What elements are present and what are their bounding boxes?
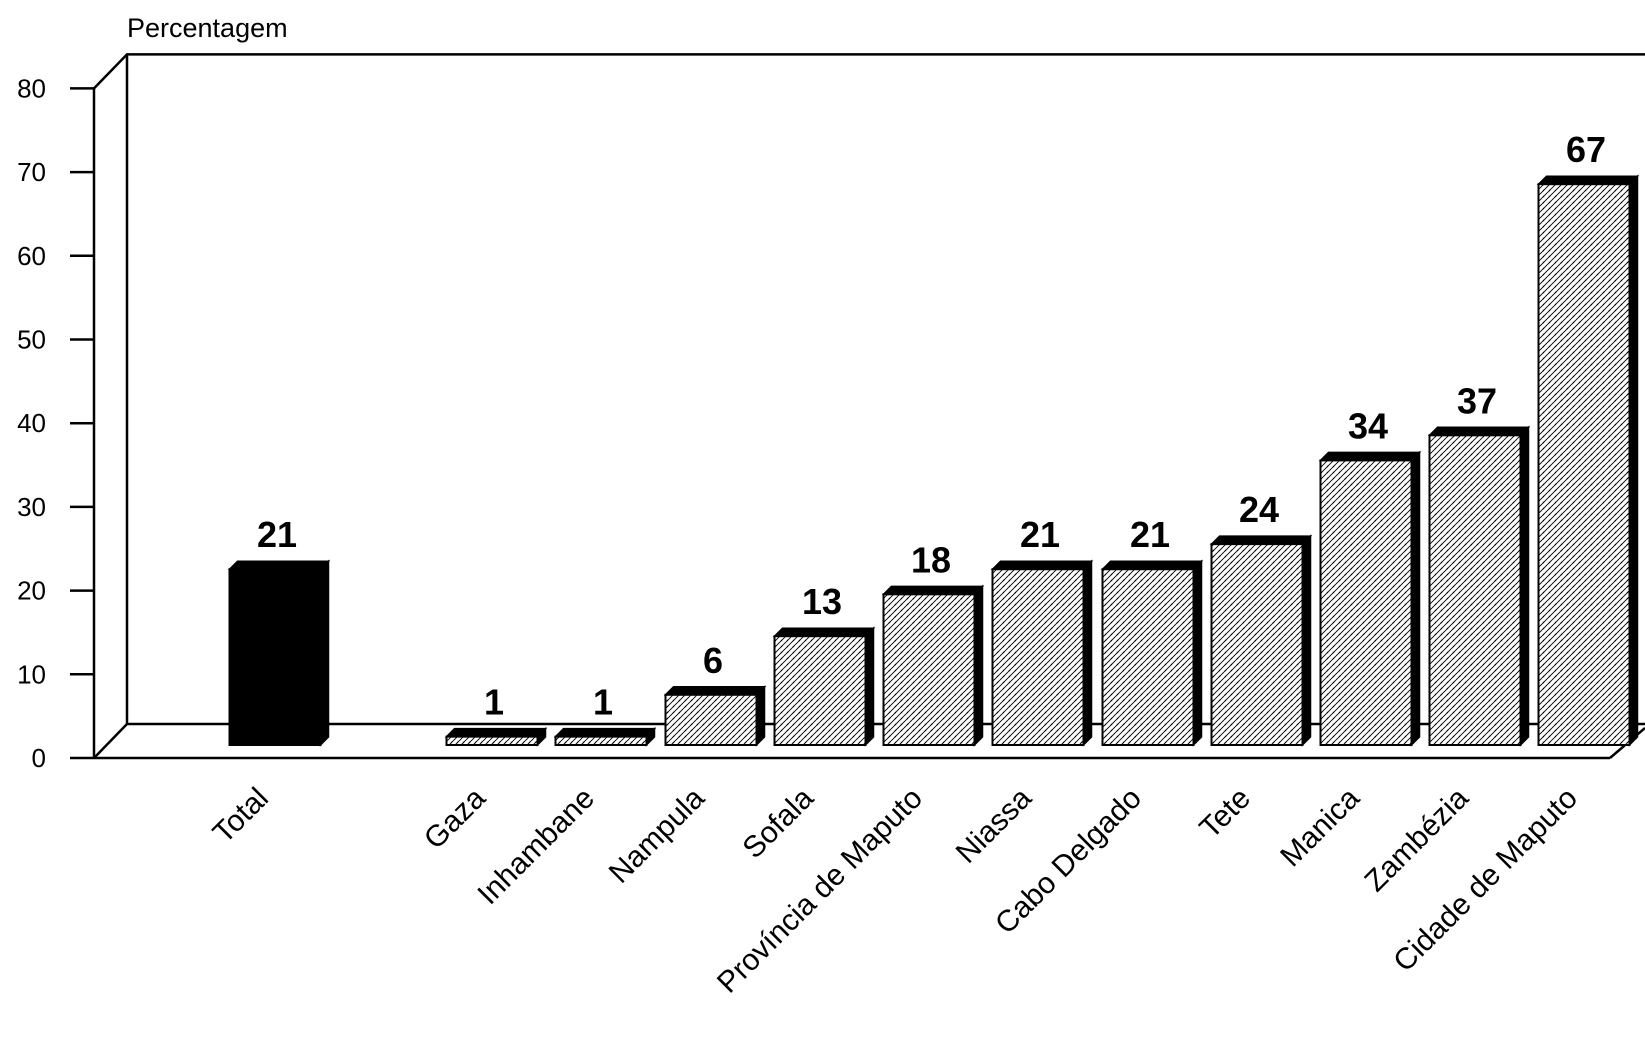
y-tick-label-50: 50	[17, 325, 46, 355]
bar-front-face	[445, 735, 539, 747]
bar-nampula	[663, 684, 767, 747]
value-label: 21	[257, 514, 297, 555]
value-label: 18	[911, 539, 951, 580]
bar-niassa	[990, 559, 1094, 747]
bar-front-face	[1101, 568, 1195, 746]
bar-top-face	[772, 627, 876, 637]
bar-front-face	[1210, 543, 1304, 746]
category-label: Zambézia	[1358, 781, 1475, 898]
y-tick-label-70: 70	[17, 157, 46, 187]
y-axis: 0 10 20 30 40 50 60 70 80	[17, 73, 96, 773]
bar-top-face	[1536, 175, 1640, 185]
bar-top-face	[444, 727, 548, 738]
bar-front-face	[1428, 434, 1522, 746]
category-label: Nampula	[603, 781, 711, 889]
bar-top-face	[881, 585, 985, 596]
bar-sofala	[772, 626, 876, 747]
category-label: Cidade de Maputo	[1387, 782, 1584, 979]
bar-província-de-maputo	[881, 584, 985, 747]
category-label: Inhambane	[471, 782, 600, 911]
value-labels-group: 21 1 1 6 13 18 21 21 24 34 37 67	[257, 129, 1606, 722]
value-label: 37	[1457, 380, 1497, 421]
bar-top-face	[1427, 426, 1531, 437]
bar-cabo-delgado	[1100, 559, 1204, 747]
value-label: 24	[1239, 489, 1279, 530]
value-label: 34	[1348, 405, 1388, 446]
floor-left-edge	[93, 723, 128, 759]
category-label: Manica	[1274, 781, 1366, 873]
bar-tete	[1209, 534, 1313, 747]
bar-top-face	[553, 727, 657, 738]
bars-group	[227, 174, 1640, 747]
value-label: 1	[593, 682, 613, 723]
bar-top-face	[1209, 535, 1313, 545]
y-tick-label-10: 10	[17, 659, 46, 689]
y-tick-label-40: 40	[17, 408, 46, 438]
bar-side-face	[864, 626, 875, 747]
bar-cidade-de-maputo	[1536, 174, 1640, 747]
value-label: 67	[1566, 129, 1606, 170]
bar-front-face	[1319, 459, 1413, 746]
category-label: Província de Maputo	[711, 782, 929, 1000]
bar-total	[227, 559, 331, 747]
back-wall-top	[93, 53, 1645, 90]
category-label: Total	[207, 782, 275, 850]
bar-side-face	[1519, 425, 1530, 747]
y-tick-label-80: 80	[17, 73, 46, 103]
value-label: 21	[1130, 514, 1170, 555]
bar-manica	[1318, 450, 1422, 747]
bar-side-face	[1628, 174, 1639, 747]
bar-front-face	[228, 568, 322, 746]
value-label: 21	[1020, 514, 1060, 555]
bar-inhambane	[553, 726, 657, 747]
bar-front-face	[991, 568, 1085, 746]
bar-top-face	[227, 560, 331, 570]
category-label: Tete	[1194, 782, 1257, 845]
bar-side-face	[1082, 559, 1093, 747]
value-label: 1	[484, 682, 504, 723]
y-tick-label-0: 0	[32, 743, 46, 773]
bar-side-face	[755, 684, 766, 747]
y-tick-label-30: 30	[17, 492, 46, 522]
y-axis-label: Percentagem	[127, 13, 288, 43]
bar-side-face	[973, 584, 984, 747]
bar-gaza	[444, 726, 548, 747]
y-tick-label-60: 60	[17, 241, 46, 271]
bar-top-face	[663, 686, 767, 696]
bar-front-face	[554, 735, 648, 747]
bar-side-face	[1301, 534, 1312, 747]
value-label: 13	[802, 581, 842, 622]
category-label: Sofala	[736, 781, 820, 865]
bar-top-face	[990, 560, 1094, 570]
bar-front-face	[1537, 183, 1631, 746]
bar-top-face	[1318, 451, 1422, 462]
bar-front-face	[773, 635, 867, 746]
bar-side-face	[319, 559, 330, 747]
y-tick-label-20: 20	[17, 576, 46, 606]
bar-zambézia	[1427, 425, 1531, 747]
bar-front-face	[664, 693, 758, 747]
bar-side-face	[1410, 450, 1421, 747]
category-label: Niassa	[950, 781, 1038, 869]
bar-top-face	[1100, 560, 1204, 570]
category-label: Gaza	[418, 781, 492, 855]
bar-front-face	[882, 593, 976, 747]
value-label: 6	[703, 640, 723, 681]
bar-side-face	[1192, 559, 1203, 747]
